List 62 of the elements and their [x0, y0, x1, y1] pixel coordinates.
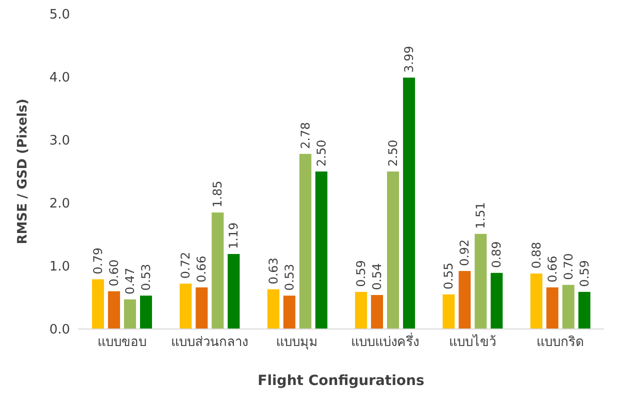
bar [108, 291, 120, 329]
y-tick-label: 5.0 [49, 8, 70, 23]
data-label: 0.60 [107, 259, 122, 286]
bar [315, 172, 328, 329]
data-label: 2.50 [314, 140, 328, 166]
y-tick-label: 0.0 [49, 322, 70, 338]
bar [474, 234, 487, 329]
data-label: 0.72 [178, 252, 193, 279]
data-label: 1.51 [474, 202, 488, 229]
x-tick-label: แบบไขว้ [449, 334, 496, 350]
bar [387, 172, 400, 329]
bar [180, 284, 192, 329]
y-axis-title: RMSE / GSD (Pixels) [16, 98, 31, 244]
bar [228, 254, 240, 329]
x-tick-label: แบบแบ่งครึ่ง [350, 333, 419, 350]
data-label: 0.89 [490, 241, 504, 268]
bar [355, 292, 368, 329]
bar [403, 78, 416, 329]
bar [124, 299, 136, 329]
bar [562, 284, 574, 329]
y-tick-label: 3.0 [49, 134, 70, 149]
bar [212, 212, 224, 329]
x-tick-label: แบบส่วนกลาง [171, 335, 248, 350]
bar [299, 154, 312, 329]
bar [442, 294, 455, 329]
data-label: 0.63 [266, 258, 280, 284]
data-label: 0.70 [561, 253, 576, 280]
bar [140, 296, 152, 329]
bar [267, 289, 280, 329]
x-tick-label: แบบมุม [276, 335, 318, 350]
y-tick-label: 1.0 [49, 260, 70, 275]
data-label: 0.59 [354, 260, 368, 287]
bar [283, 296, 296, 329]
data-label: 0.54 [370, 263, 384, 290]
y-tick-label: 2.0 [49, 196, 70, 212]
bar [371, 294, 384, 329]
data-label: 0.55 [442, 262, 456, 290]
y-tick-label: 4.0 [49, 70, 70, 86]
bar [490, 272, 503, 329]
x-tick-label: แบบกริด [536, 335, 584, 350]
data-label: 0.79 [91, 248, 106, 274]
data-label: 0.66 [545, 256, 560, 282]
bar [196, 287, 208, 329]
data-label: 0.88 [529, 242, 544, 269]
bar [546, 287, 558, 329]
data-label: 1.85 [210, 180, 225, 208]
x-tick-label: แบบขอบ [97, 335, 146, 350]
data-label: 2.50 [386, 140, 400, 166]
bar [530, 274, 542, 329]
bar [578, 292, 590, 329]
bar [92, 279, 104, 329]
data-label: 3.99 [402, 46, 416, 73]
x-axis-title: Flight Configurations [258, 373, 424, 389]
bar [458, 271, 471, 329]
data-label: 2.78 [298, 122, 312, 149]
data-label: 1.19 [226, 222, 241, 250]
data-label: 0.53 [282, 264, 296, 291]
data-label: 0.66 [194, 256, 209, 282]
data-label: 0.92 [458, 239, 472, 266]
data-label: 0.47 [123, 268, 138, 294]
data-label: 0.53 [139, 264, 154, 291]
data-label: 0.59 [577, 260, 592, 287]
